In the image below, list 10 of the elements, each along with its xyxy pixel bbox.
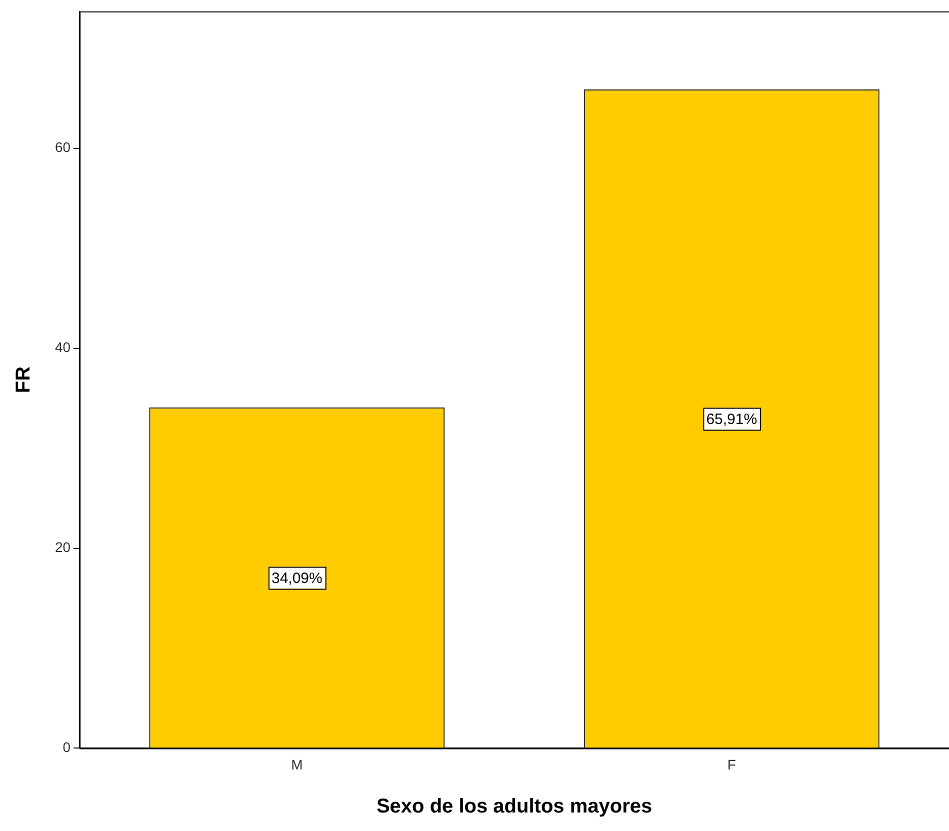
- y-axis-title: FR: [12, 366, 35, 394]
- x-tick-label: M: [291, 756, 303, 772]
- data-label: 65,91%: [706, 410, 758, 428]
- y-tick-label: 40: [54, 339, 71, 356]
- x-axis-title: Sexo de los adultos mayores: [376, 796, 652, 818]
- y-tick-label: 60: [54, 139, 71, 156]
- data-label: 34,09%: [271, 570, 322, 587]
- y-tick-label: 20: [54, 539, 71, 556]
- x-tick-label: F: [727, 756, 736, 772]
- y-tick-label: 0: [62, 739, 71, 756]
